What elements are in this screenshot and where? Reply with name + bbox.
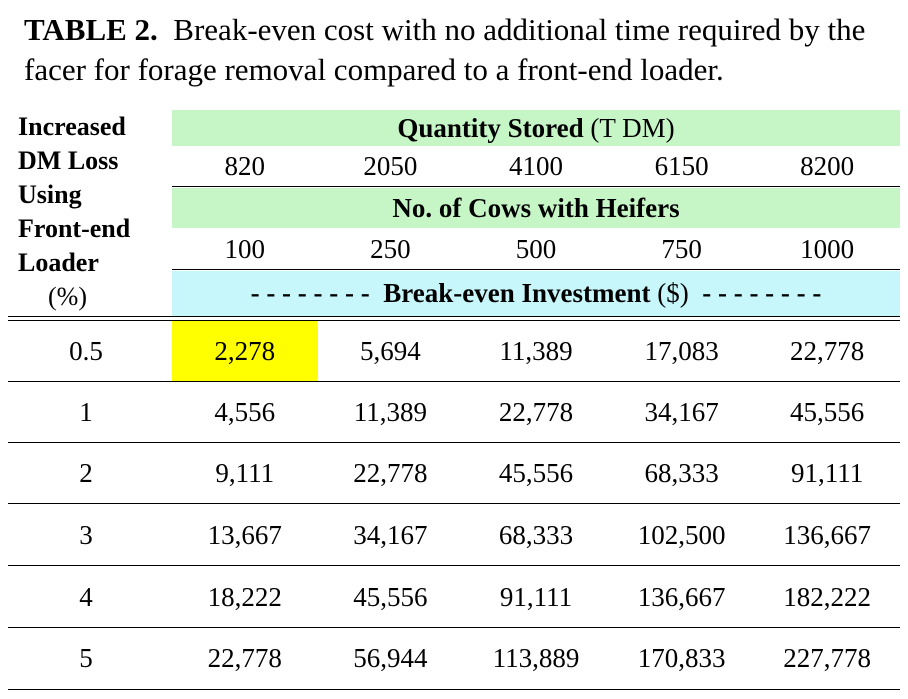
header-bottom-rule xyxy=(8,320,900,321)
row-divider xyxy=(8,503,900,504)
quantity-value: 8200 xyxy=(800,151,855,181)
value-cell: 11,389 xyxy=(499,335,573,366)
quantity-values-row: 820 2050 4100 6150 8200 xyxy=(172,146,900,186)
value-cell: 34,167 xyxy=(644,396,719,427)
value-cell: 18,222 xyxy=(207,581,282,612)
value-cell: 91,111 xyxy=(791,457,864,488)
value-cell-highlighted: 2,278 xyxy=(172,321,318,381)
value-cell: 182,222 xyxy=(783,581,872,612)
row-divider xyxy=(8,442,900,443)
loss-cell: 1 xyxy=(79,396,93,427)
stub-line: Using xyxy=(18,180,82,209)
cows-value: 750 xyxy=(661,234,702,264)
investment-header-unit: ($) xyxy=(657,278,689,308)
table-row: 5 22,778 56,944 113,889 170,833 227,778 xyxy=(0,628,908,688)
stub-line: Front-end xyxy=(18,214,131,243)
quantity-header-unit: (T DM) xyxy=(590,112,675,143)
quantity-value: 2050 xyxy=(363,151,418,181)
header-divider xyxy=(172,186,900,187)
quantity-header-label: Quantity Stored xyxy=(397,112,584,143)
value-cell: 5,694 xyxy=(360,335,421,366)
stub-line: Increased xyxy=(18,112,126,141)
stub-header: Increased DM Loss Using Front-end Loader… xyxy=(18,110,168,314)
investment-dashes-left: - - - - - - - - xyxy=(250,278,370,308)
value-cell: 17,083 xyxy=(644,335,719,366)
loss-cell: 4 xyxy=(79,581,93,612)
row-divider xyxy=(8,565,900,566)
table-row: 0.5 2,278 5,694 11,389 17,083 22,778 xyxy=(0,321,908,381)
value-cell: 136,667 xyxy=(783,519,872,550)
quantity-value: 6150 xyxy=(654,151,709,181)
value-cell: 13,667 xyxy=(207,519,282,550)
table-row: 1 4,556 11,389 22,778 34,167 45,556 xyxy=(0,382,908,442)
value-cell: 68,333 xyxy=(644,457,719,488)
value-cell: 34,167 xyxy=(353,519,428,550)
loss-cell: 0.5 xyxy=(69,335,103,366)
row-divider xyxy=(8,627,900,628)
quantity-value: 4100 xyxy=(508,151,563,181)
value-cell: 4,556 xyxy=(214,396,276,427)
table-caption-text: Break-even cost with no additional time … xyxy=(24,12,866,87)
cows-header-label: No. of Cows with Heifers xyxy=(392,192,680,223)
loss-cell: 3 xyxy=(79,519,93,550)
table-label: TABLE 2. xyxy=(24,12,158,47)
cows-value: 500 xyxy=(515,234,557,264)
value-cell: 113,889 xyxy=(492,642,580,673)
value-cell: 45,556 xyxy=(790,396,865,427)
value-cell: 11,389 xyxy=(353,396,428,427)
value-cell: 22,778 xyxy=(207,642,282,673)
investment-header: - - - - - - - - Break-even Investment ($… xyxy=(172,271,900,316)
table-row: 2 9,111 22,778 45,556 68,333 91,111 xyxy=(0,443,908,503)
cows-value: 1000 xyxy=(800,234,855,264)
value-cell: 22,778 xyxy=(353,457,428,488)
table-row: 4 18,222 45,556 91,111 136,667 182,222 xyxy=(0,567,908,627)
stub-line: Loader xyxy=(18,248,99,277)
quantity-header: Quantity Stored (T DM) xyxy=(172,110,900,146)
value-cell: 9,111 xyxy=(215,457,275,488)
value-cell: 227,778 xyxy=(783,642,872,673)
cows-value: 100 xyxy=(224,234,266,264)
value-cell: 45,556 xyxy=(353,581,428,612)
cows-value: 250 xyxy=(370,234,411,264)
investment-header-label: Break-even Investment xyxy=(383,278,651,308)
header-divider xyxy=(172,269,900,270)
table-bottom-rule xyxy=(8,689,900,690)
header-bottom-rule xyxy=(8,316,900,317)
table-row: 3 13,667 34,167 68,333 102,500 136,667 xyxy=(0,505,908,565)
table-caption: TABLE 2. Break-even cost with no additio… xyxy=(24,10,894,90)
quantity-value: 820 xyxy=(224,151,266,181)
cows-header: No. of Cows with Heifers xyxy=(172,188,900,228)
value-cell: 22,778 xyxy=(498,396,574,427)
value-cell: 136,667 xyxy=(637,581,726,612)
cows-values-row: 100 250 500 750 1000 xyxy=(172,229,900,269)
value-cell: 56,944 xyxy=(353,642,428,673)
value-cell: 68,333 xyxy=(498,519,574,550)
value-cell: 170,833 xyxy=(637,642,726,673)
row-divider xyxy=(8,381,900,382)
value-cell: 45,556 xyxy=(498,457,574,488)
value-cell: 22,778 xyxy=(790,335,865,366)
value-cell: 102,500 xyxy=(637,519,726,550)
stub-unit: (%) xyxy=(48,282,87,311)
loss-cell: 5 xyxy=(79,642,93,673)
loss-cell: 2 xyxy=(79,457,93,488)
value-cell: 91,111 xyxy=(499,581,573,612)
investment-dashes-right: - - - - - - - - xyxy=(702,278,822,308)
stub-line: DM Loss xyxy=(18,146,119,175)
